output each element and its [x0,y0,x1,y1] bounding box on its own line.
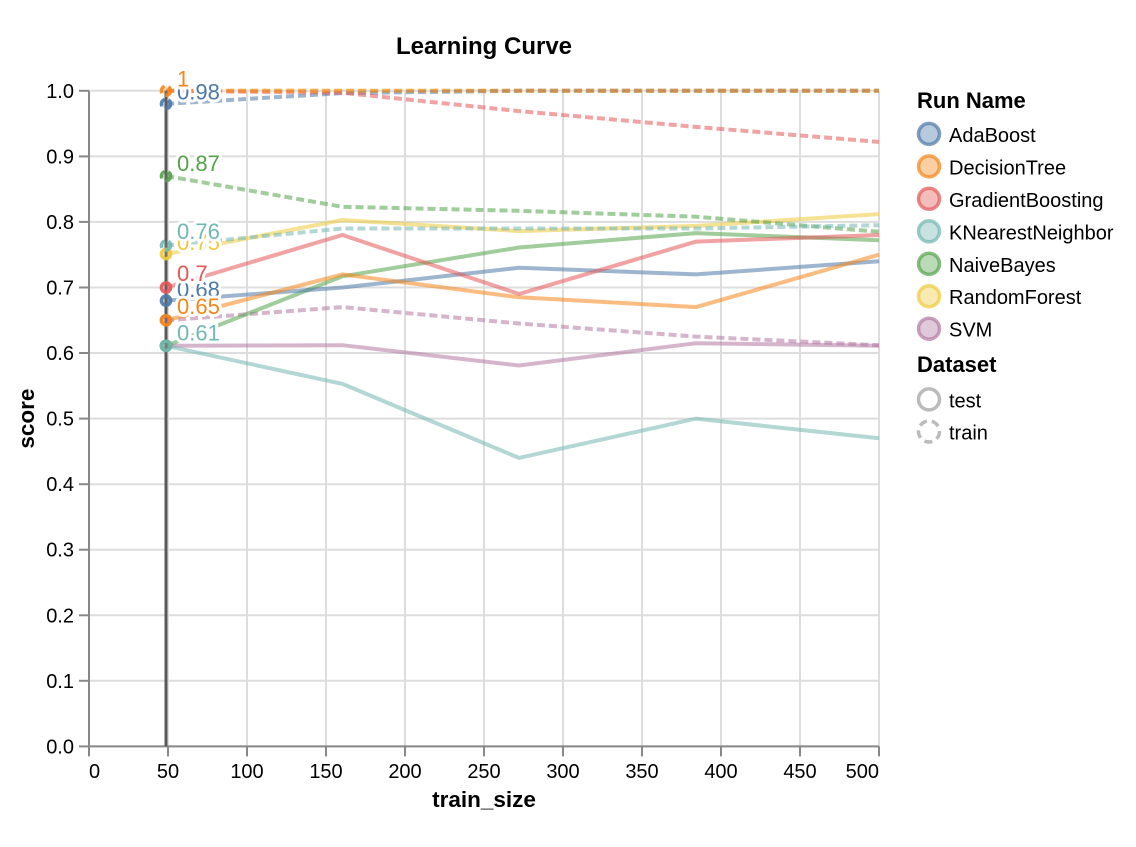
svg-text:0.7: 0.7 [177,261,208,286]
svg-text:300: 300 [546,761,579,783]
svg-text:0.61: 0.61 [177,320,220,345]
svg-text:0.5: 0.5 [46,409,74,431]
svg-text:0.2: 0.2 [46,605,74,627]
svg-text:50: 50 [157,761,179,783]
svg-text:150: 150 [309,761,342,783]
svg-text:0.6: 0.6 [46,343,74,365]
svg-text:KNearestNeighbor: KNearestNeighbor [949,222,1114,244]
svg-text:Dataset: Dataset [917,352,997,377]
svg-text:train_size: train_size [432,787,536,812]
svg-text:0.75: 0.75 [177,230,220,255]
svg-text:0.9: 0.9 [46,146,74,168]
svg-text:0: 0 [89,761,100,783]
svg-text:0.3: 0.3 [46,540,74,562]
svg-text:Learning Curve: Learning Curve [396,33,572,60]
svg-text:100: 100 [230,761,263,783]
svg-text:0.68: 0.68 [177,277,220,302]
svg-text:0.76: 0.76 [177,219,220,244]
svg-text:0.4: 0.4 [46,474,74,496]
svg-text:score: score [14,389,39,449]
svg-text:0.61: 0.61 [177,320,220,345]
svg-text:350: 350 [625,761,658,783]
svg-text:0.98: 0.98 [177,80,220,105]
svg-text:500: 500 [846,761,879,783]
svg-text:DecisionTree: DecisionTree [949,157,1066,179]
svg-text:250: 250 [467,761,500,783]
svg-text:SVM: SVM [949,320,992,342]
svg-text:0.87: 0.87 [177,151,220,176]
svg-text:Run Name: Run Name [917,88,1026,113]
svg-text:0.65: 0.65 [177,294,220,319]
svg-text:0.8: 0.8 [46,212,74,234]
svg-text:450: 450 [783,761,816,783]
svg-text:400: 400 [704,761,737,783]
svg-text:NaiveBayes: NaiveBayes [949,255,1056,277]
svg-text:0.7: 0.7 [46,278,74,300]
svg-text:0.61: 0.61 [177,320,220,345]
svg-text:GradientBoosting: GradientBoosting [949,190,1104,212]
svg-text:200: 200 [388,761,421,783]
svg-text:0.0: 0.0 [46,736,74,758]
svg-text:0.1: 0.1 [46,671,74,693]
svg-text:RandomForest: RandomForest [949,287,1082,309]
svg-text:1.0: 1.0 [46,81,74,103]
svg-text:AdaBoost: AdaBoost [949,125,1036,147]
svg-text:1: 1 [177,66,189,91]
svg-text:0.65: 0.65 [177,294,220,319]
svg-text:train: train [949,423,988,445]
svg-text:test: test [949,391,982,413]
